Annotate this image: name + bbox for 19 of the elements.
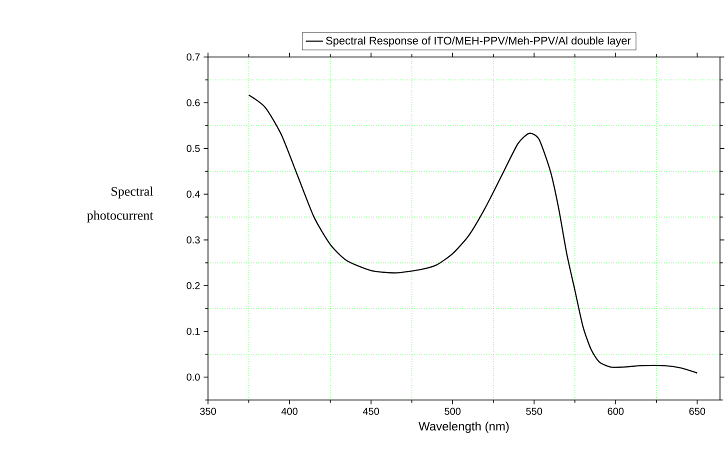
- y-tick-label: 0.0: [186, 374, 200, 381]
- x-tick-label: 650: [689, 408, 706, 415]
- x-tick-label: 450: [362, 408, 380, 415]
- y-tick-label: 0.5: [186, 144, 200, 152]
- y-tick-label: 0.4: [186, 190, 200, 198]
- y-tick-label: 0.6: [186, 99, 200, 106]
- x-tick-label: 550: [526, 408, 542, 415]
- y-tick-label: 0.7: [186, 53, 200, 61]
- x-tick-label: 400: [281, 408, 298, 415]
- y-axis-title: Spectral photocurrent: [87, 186, 154, 222]
- x-tick-label: 500: [444, 408, 461, 415]
- line-series: [248, 94, 698, 374]
- x-axis-title: Wavelength (nm): [418, 422, 509, 433]
- y-tick-label: 0.2: [186, 282, 200, 290]
- x-tick-label: 350: [200, 408, 216, 415]
- y-tick-label: 0.1: [186, 328, 200, 335]
- x-tick-label: 600: [608, 408, 624, 415]
- legend-label: Spectral Response of ITO/MEH-PPV/Meh-PPV/Al double layer: [326, 36, 631, 47]
- y-tick-label: 0.3: [186, 236, 200, 244]
